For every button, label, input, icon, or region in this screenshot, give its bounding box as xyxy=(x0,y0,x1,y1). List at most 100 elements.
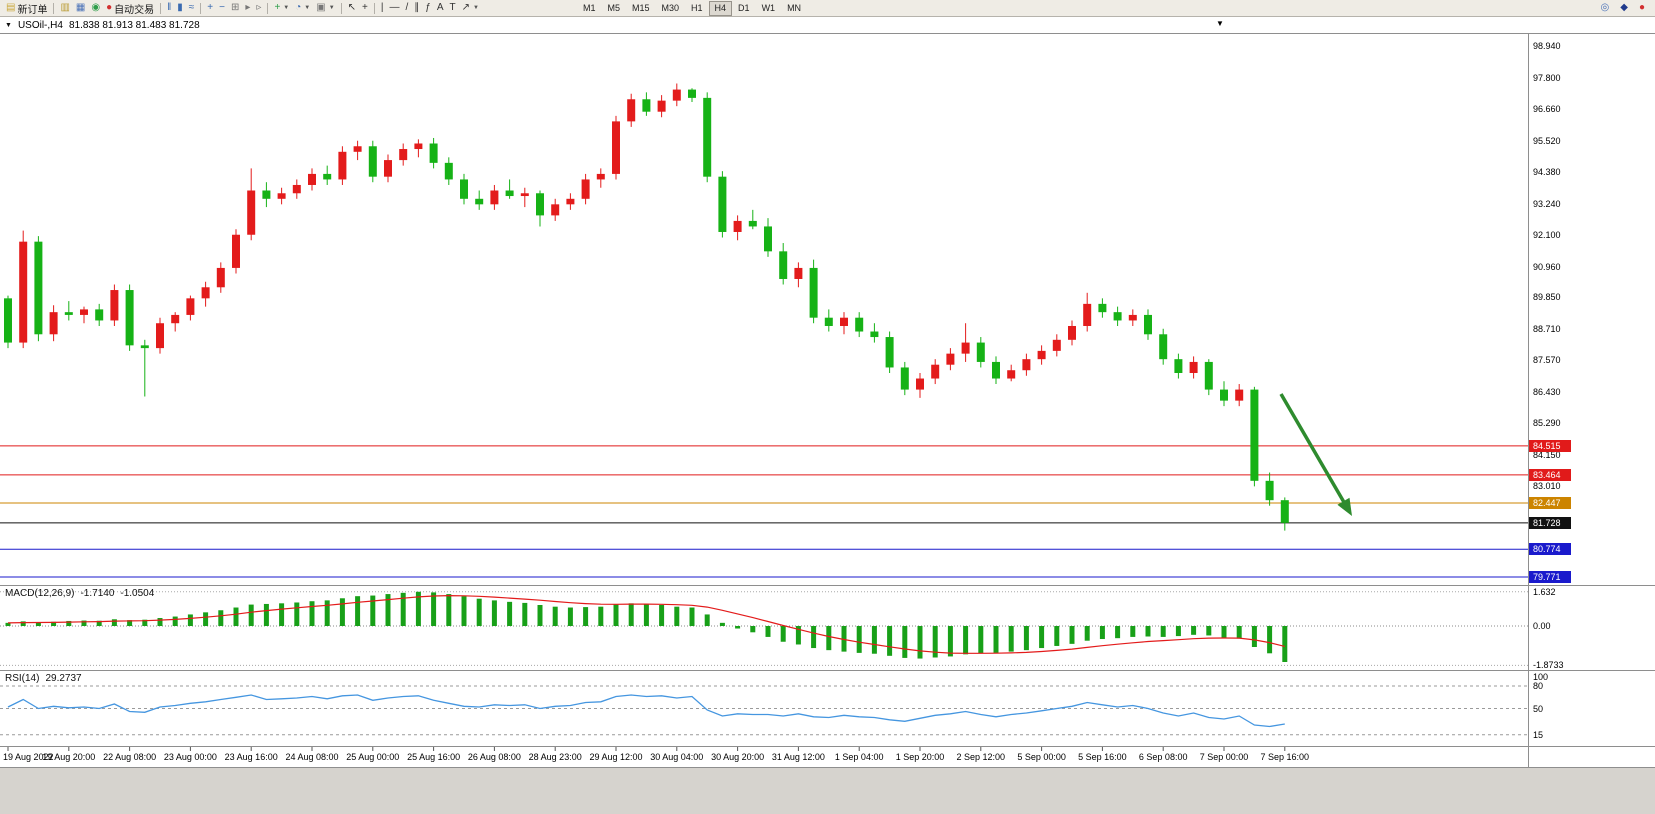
macd-value-signal: -1.0504 xyxy=(120,588,155,599)
dropdown-caret-icon: ▼ xyxy=(283,5,290,11)
time-axis-label: 25 Aug 16:00 xyxy=(407,752,461,762)
auto-scroll-icon: ▸ xyxy=(245,2,251,13)
macd-value-main: -1.7140 xyxy=(80,588,115,599)
chart-title-bar: ▼ USOil-,H4 81.838 81.913 81.483 81.728 xyxy=(0,17,1533,33)
zoom-in-icon[interactable]: + xyxy=(204,1,216,15)
macd-name: MACD(12,26,9) xyxy=(5,588,75,599)
chart-ohlc-values: 81.838 81.913 81.483 81.728 xyxy=(68,19,200,31)
trendline-icon: / xyxy=(405,2,409,13)
time-axis-label: 5 Sep 00:00 xyxy=(1017,752,1066,762)
main-chart-area[interactable] xyxy=(0,34,1528,585)
toolbar-separator xyxy=(340,2,342,14)
rsi-panel[interactable] xyxy=(0,671,1528,746)
time-axis-label: 5 Sep 16:00 xyxy=(1078,752,1127,762)
arrows-icon[interactable]: ↗ ▼ xyxy=(459,1,482,15)
new-order-button[interactable]: ▤ 新订单 xyxy=(3,1,50,16)
time-axis-label: 25 Aug 00:00 xyxy=(346,752,400,762)
crosshair-icon[interactable]: + xyxy=(359,1,371,15)
search-icon[interactable]: ◎ xyxy=(1598,1,1613,15)
charts-icon[interactable]: ▥ xyxy=(57,1,72,15)
cursor-icon[interactable]: ↖ xyxy=(345,1,359,15)
time-axis-label: 7 Sep 00:00 xyxy=(1199,752,1249,762)
rsi-name: RSI(14) xyxy=(5,673,40,684)
candlestick-chart-icon: ▮ xyxy=(177,2,183,13)
text-label-icon[interactable]: T xyxy=(447,1,459,15)
auto-trading-button[interactable]: ● 自动交易 xyxy=(103,1,157,16)
timeframe-m5[interactable]: M5 xyxy=(607,2,620,13)
macd-indicator-label: MACD(12,26,9) -1.7140 -1.0504 xyxy=(5,588,160,599)
timeframe-group: M1 M5 M15 M30 H1 H4 D1 W1 MN xyxy=(577,0,807,16)
time-axis-label: 23 Aug 16:00 xyxy=(224,752,278,762)
level-price-badge: 80.774 xyxy=(1529,543,1571,556)
fibonacci-icon[interactable]: ƒ xyxy=(422,1,434,15)
bar-chart-icon[interactable]: ‖ xyxy=(164,1,174,15)
help-icon[interactable]: ● xyxy=(1636,1,1648,15)
trendline-icon[interactable]: / xyxy=(402,1,411,15)
timeframe-d1[interactable]: D1 xyxy=(738,2,750,13)
time-axis-label: 26 Aug 08:00 xyxy=(467,752,521,762)
chart-menu-icon[interactable]: ▼ xyxy=(5,21,12,29)
timeframe-m15[interactable]: M15 xyxy=(631,2,650,13)
tile-windows-icon[interactable]: ⊞ xyxy=(228,1,242,15)
price-axis-label: 92.100 xyxy=(1533,230,1561,241)
auto-scroll-icon[interactable]: ▸ xyxy=(242,1,253,15)
navigator-icon[interactable]: ◉ xyxy=(88,1,103,15)
price-axis-label: 95.520 xyxy=(1533,135,1561,146)
timeframe-h4[interactable]: H4 xyxy=(708,0,733,16)
horizontal-line-icon[interactable]: — xyxy=(386,1,402,15)
candlestick-chart-icon[interactable]: ▮ xyxy=(174,1,186,15)
chart-macd-divider[interactable] xyxy=(0,585,1655,586)
price-axis-label: 83.010 xyxy=(1533,481,1561,492)
time-axis-label: 19 Aug 2022 xyxy=(3,752,54,762)
timeframe-m30[interactable]: M30 xyxy=(661,2,680,13)
channel-icon: ∥ xyxy=(414,2,420,13)
text-icon[interactable]: A xyxy=(434,1,447,15)
macd-axis-label: 1.632 xyxy=(1533,586,1556,597)
fibonacci-icon: ƒ xyxy=(425,2,431,13)
channel-icon[interactable]: ∥ xyxy=(411,1,422,15)
toolbar: ▤ 新订单 ▥ ▦ ◉ ● 自动交易 ‖ ▮ ≈ + − ⊞ ▸ ▹ + ▼ ◔ ▼ ▣ ▼ ↖ + | — / ∥ ƒ A T ↗ ▼ M1 M… xyxy=(0,0,1655,17)
timeframe-w1[interactable]: W1 xyxy=(761,2,776,13)
arrows-icon: ↗ xyxy=(461,2,470,13)
line-chart-icon[interactable]: ≈ xyxy=(186,1,198,15)
time-axis-label: 30 Aug 20:00 xyxy=(711,752,765,762)
help-icon: ● xyxy=(1638,2,1645,13)
notifications-icon[interactable]: ◆ xyxy=(1617,1,1631,15)
macd-rsi-divider[interactable] xyxy=(0,670,1655,671)
new-chart-icon[interactable]: + ▼ xyxy=(271,1,292,15)
rsi-indicator-label: RSI(14) 29.2737 xyxy=(5,673,88,684)
price-axis-divider xyxy=(1528,34,1529,767)
time-axis-label: 28 Aug 23:00 xyxy=(528,752,582,762)
price-axis-label: 84.150 xyxy=(1533,449,1561,460)
zoom-out-icon[interactable]: − xyxy=(216,1,228,15)
vertical-line-icon[interactable]: | xyxy=(378,1,387,15)
price-axis-label: 94.380 xyxy=(1533,167,1561,178)
toolbar-separator xyxy=(200,2,202,14)
new-order-icon: ▤ xyxy=(6,2,16,13)
macd-panel[interactable] xyxy=(0,586,1528,670)
price-axis-label: 98.940 xyxy=(1533,41,1561,51)
timeframe-mn[interactable]: MN xyxy=(787,2,802,13)
time-axis-label: 30 Aug 04:00 xyxy=(650,752,704,762)
time-axis-label: 23 Aug 00:00 xyxy=(163,752,217,762)
chart-shift-marker-icon[interactable]: ▼ xyxy=(1216,19,1224,28)
zoom-in-icon: + xyxy=(207,2,214,13)
templates-icon: ▣ xyxy=(316,2,326,13)
level-price-badge: 84.515 xyxy=(1529,439,1571,452)
profiles-icon[interactable]: ◔ ▼ xyxy=(292,1,313,15)
data-window-icon[interactable]: ▦ xyxy=(73,1,88,15)
rsi-axis-label: 50 xyxy=(1533,703,1544,714)
title-divider xyxy=(0,33,1655,34)
text-icon: A xyxy=(436,2,444,13)
templates-icon[interactable]: ▣ ▼ xyxy=(313,1,337,15)
dropdown-caret-icon: ▼ xyxy=(304,5,311,11)
time-axis-label: 7 Sep 16:00 xyxy=(1260,752,1310,762)
notifications-icon: ◆ xyxy=(1620,2,1628,13)
data-window-icon: ▦ xyxy=(75,2,86,13)
chart-shift-icon[interactable]: ▹ xyxy=(253,1,264,15)
timeframe-h1[interactable]: H1 xyxy=(691,2,703,13)
crosshair-icon: + xyxy=(362,2,368,13)
level-price-badge: 82.447 xyxy=(1529,497,1571,510)
price-axis-label: 89.850 xyxy=(1533,292,1561,303)
timeframe-m1[interactable]: M1 xyxy=(582,2,596,13)
